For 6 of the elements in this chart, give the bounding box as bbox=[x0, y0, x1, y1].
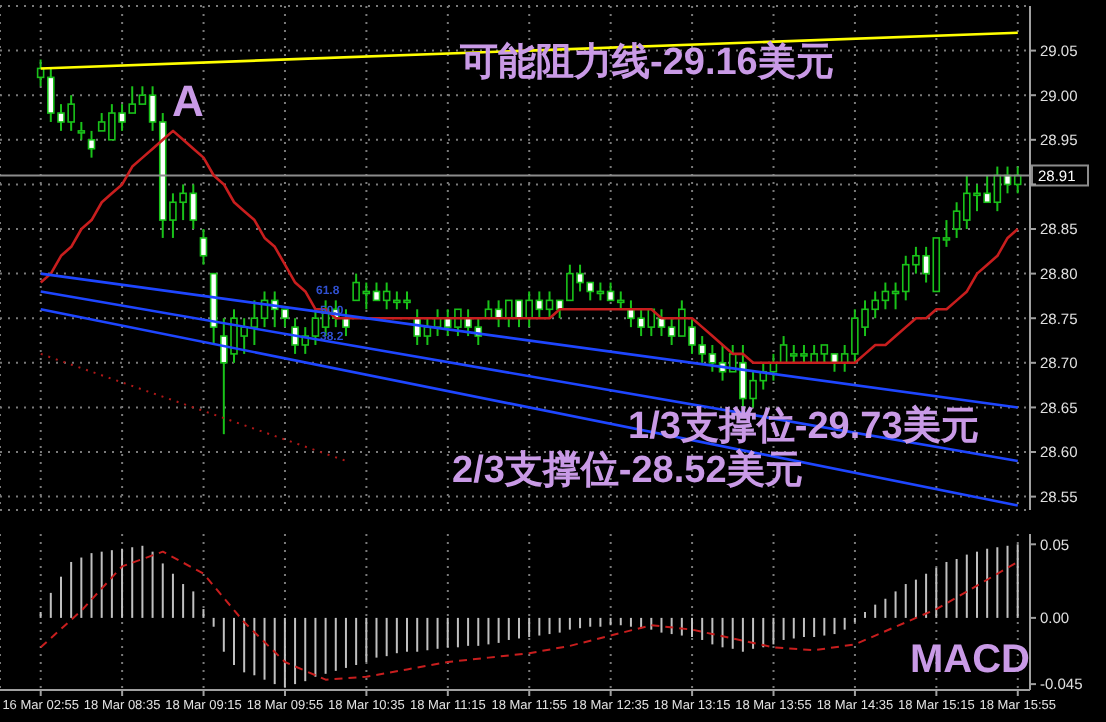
annotation: 2/3支撑位-28.52美元 bbox=[452, 450, 803, 492]
annotation: 可能阻力线-29.16美元 bbox=[460, 42, 834, 84]
annotation: A bbox=[172, 76, 204, 126]
candlestick bbox=[87, 129, 96, 159]
candlestick bbox=[199, 228, 208, 266]
annotation: MACD bbox=[910, 638, 1030, 682]
